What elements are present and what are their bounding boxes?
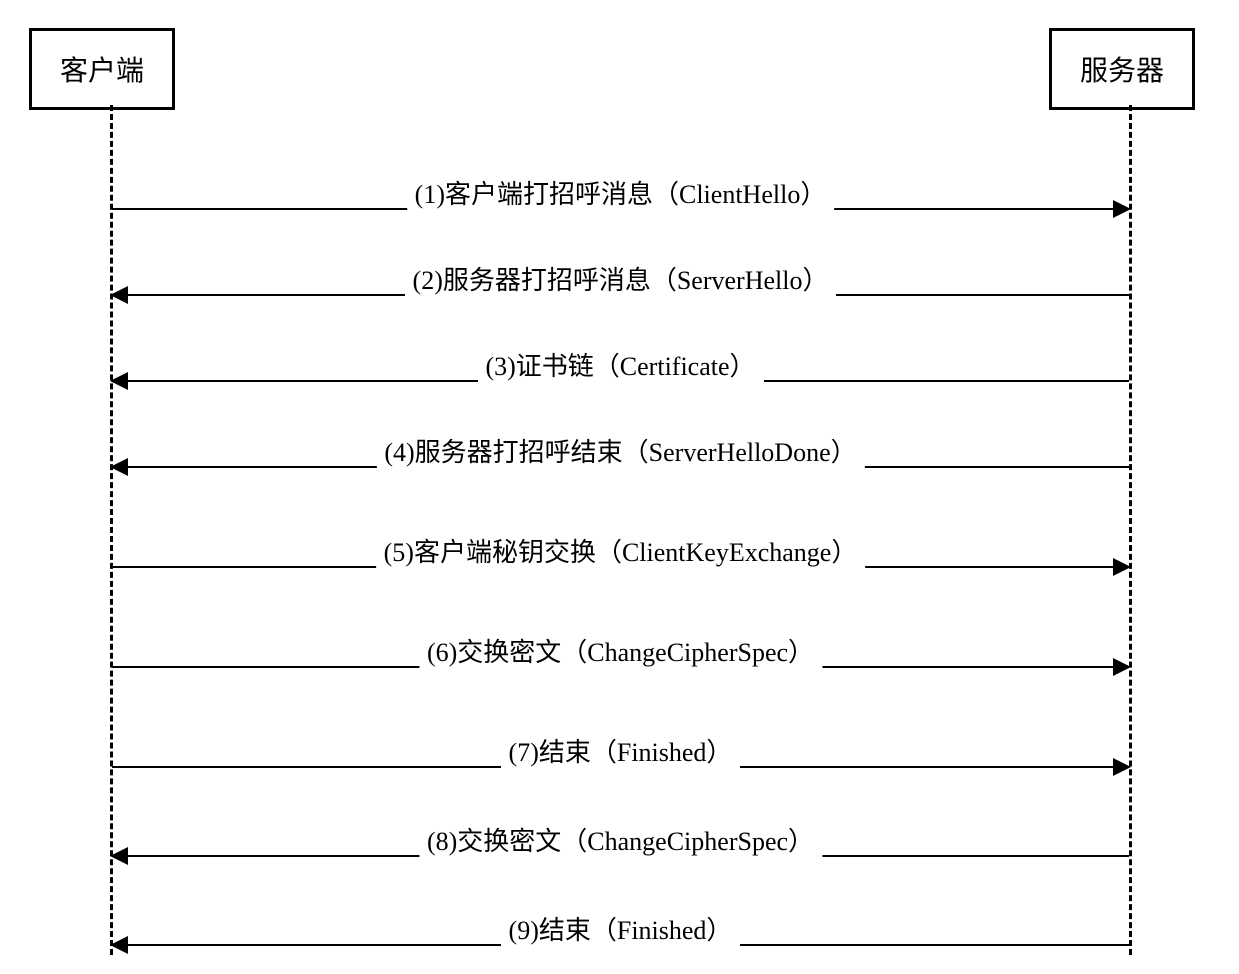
arrow-right-icon (1113, 558, 1131, 576)
arrow-left-icon (110, 936, 128, 954)
message-5-label: (5)客户端秘钥交换（ClientKeyExchange） (376, 532, 866, 569)
message-6: (6)交换密文（ChangeCipherSpec） (112, 666, 1129, 668)
participant-client-label: 客户端 (60, 49, 144, 89)
message-7-label: (7)结束（Finished） (501, 732, 741, 769)
message-1: (1)客户端打招呼消息（ClientHello） (112, 208, 1129, 210)
lifeline-client (110, 105, 113, 955)
message-3-label: (3)证书链（Certificate） (477, 346, 763, 383)
message-5: (5)客户端秘钥交换（ClientKeyExchange） (112, 566, 1129, 568)
message-2-label: (2)服务器打招呼消息（ServerHello） (405, 260, 837, 297)
message-2: (2)服务器打招呼消息（ServerHello） (112, 294, 1129, 296)
participant-server-box: 服务器 (1049, 28, 1195, 110)
message-4: (4)服务器打招呼结束（ServerHelloDone） (112, 466, 1129, 468)
arrow-right-icon (1113, 658, 1131, 676)
participant-client-box: 客户端 (29, 28, 175, 110)
message-9-label: (9)结束（Finished） (501, 910, 741, 947)
message-8: (8)交换密文（ChangeCipherSpec） (112, 855, 1129, 857)
message-8-label: (8)交换密文（ChangeCipherSpec） (419, 821, 822, 858)
message-9: (9)结束（Finished） (112, 944, 1129, 946)
participant-server-label: 服务器 (1080, 49, 1164, 89)
arrow-left-icon (110, 286, 128, 304)
lifeline-server (1129, 105, 1132, 955)
arrow-right-icon (1113, 758, 1131, 776)
message-4-label: (4)服务器打招呼结束（ServerHelloDone） (376, 432, 864, 469)
arrow-left-icon (110, 372, 128, 390)
arrow-left-icon (110, 458, 128, 476)
message-3: (3)证书链（Certificate） (112, 380, 1129, 382)
arrow-left-icon (110, 847, 128, 865)
message-1-label: (1)客户端打招呼消息（ClientHello） (407, 174, 835, 211)
arrow-right-icon (1113, 200, 1131, 218)
message-7: (7)结束（Finished） (112, 766, 1129, 768)
message-6-label: (6)交换密文（ChangeCipherSpec） (419, 632, 822, 669)
